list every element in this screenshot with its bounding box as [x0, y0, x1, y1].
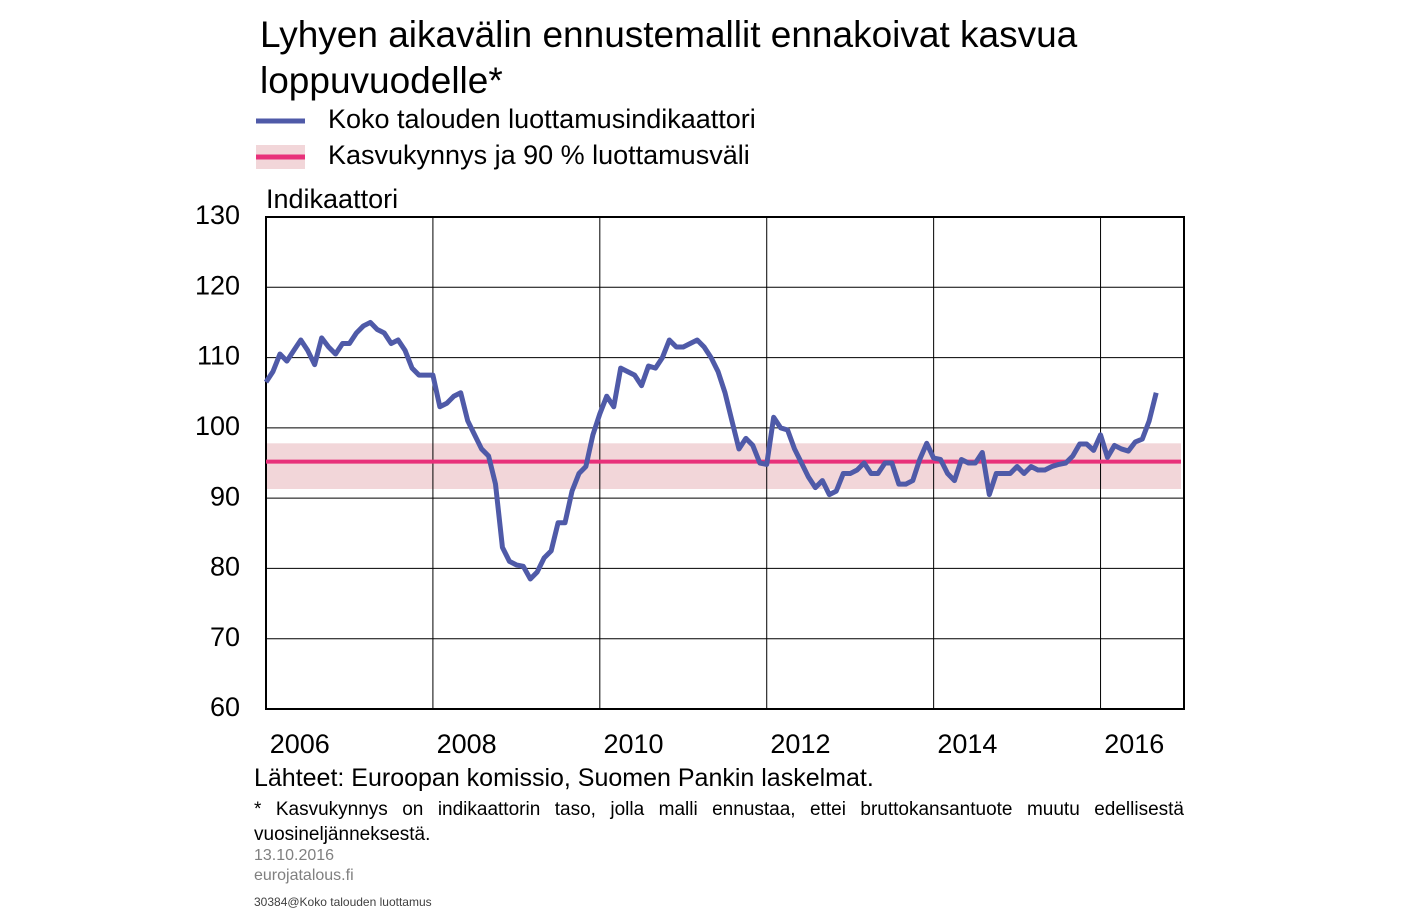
x-tick-label: 2010 [604, 729, 664, 759]
chart-title: Lyhyen aikavälin ennustemallit ennakoiva… [260, 14, 1078, 101]
y-axis-label: Indikaattori [266, 184, 398, 214]
date: 13.10.2016 [254, 847, 335, 864]
x-tick-label: 2016 [1104, 729, 1164, 759]
y-tick-label: 80 [210, 552, 240, 582]
y-tick-label: 130 [195, 200, 240, 230]
x-tick-label: 2014 [937, 729, 997, 759]
code: 30384@Koko talouden luottamus [254, 895, 432, 909]
y-tick-label: 100 [195, 411, 240, 441]
legend-label: Kasvukynnys ja 90 % luottamusväli [328, 140, 750, 170]
x-tick-label: 2012 [770, 729, 830, 759]
source: Lähteet: Euroopan komissio, Suomen Panki… [254, 764, 874, 792]
x-tick-label: 2008 [437, 729, 497, 759]
website: eurojatalous.fi [254, 867, 354, 884]
data-line [263, 319, 1159, 582]
confidence-band [266, 443, 1181, 490]
y-tick-label: 110 [197, 341, 240, 371]
note: * Kasvukynnys on indikaattorin taso, jol… [254, 799, 1184, 845]
x-tick-label: 2006 [270, 729, 330, 759]
y-tick-label: 60 [210, 692, 240, 722]
legend-label: Koko talouden luottamusindikaattori [328, 104, 756, 134]
y-tick-label: 90 [210, 481, 240, 511]
y-tick-label: 120 [195, 270, 240, 300]
y-tick-label: 70 [210, 622, 240, 652]
